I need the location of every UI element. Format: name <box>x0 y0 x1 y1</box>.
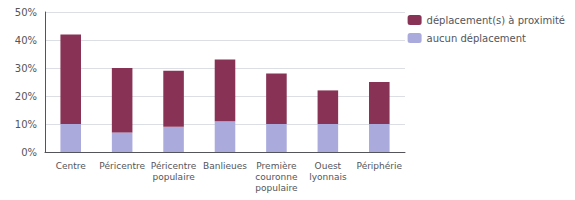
svg-text:Péricentre: Péricentre <box>151 161 197 171</box>
svg-text:Périphérie: Périphérie <box>357 161 403 171</box>
svg-text:Centre: Centre <box>56 161 87 171</box>
svg-text:aucun déplacement: aucun déplacement <box>427 33 526 44</box>
svg-text:couronne: couronne <box>255 172 298 182</box>
svg-text:Banlieues: Banlieues <box>203 161 247 171</box>
svg-text:Première: Première <box>256 161 297 171</box>
svg-text:10%: 10% <box>15 119 37 130</box>
svg-text:Ouest: Ouest <box>315 161 342 171</box>
svg-text:0%: 0% <box>21 147 37 158</box>
svg-text:Péricentre: Péricentre <box>99 161 145 171</box>
svg-text:40%: 40% <box>15 35 37 46</box>
svg-text:50%: 50% <box>15 7 37 18</box>
svg-text:populaire: populaire <box>152 172 195 182</box>
svg-text:populaire: populaire <box>255 183 298 193</box>
svg-text:déplacement(s) à proximité: déplacement(s) à proximité <box>427 15 565 26</box>
svg-text:30%: 30% <box>15 63 37 74</box>
svg-text:20%: 20% <box>15 91 37 102</box>
svg-text:lyonnais: lyonnais <box>309 172 347 182</box>
